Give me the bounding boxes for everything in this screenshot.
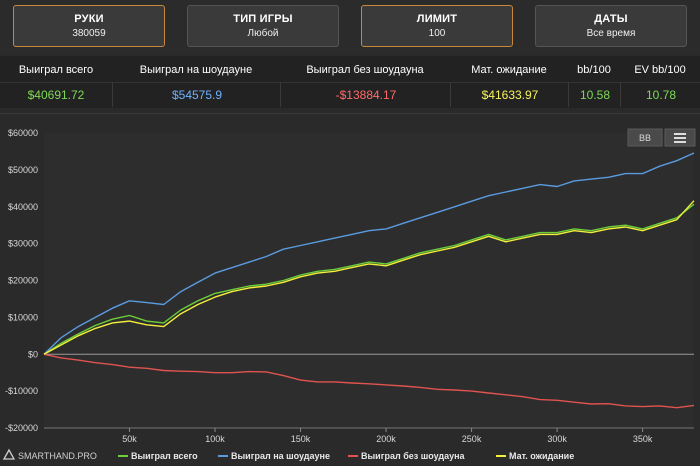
filter-hands-title: РУКИ: [74, 13, 104, 25]
stats-header-won-showdown: Выиграл на шоудауне: [139, 64, 253, 76]
brand-label: SMARTHAND.PRO: [18, 451, 97, 461]
bb-toggle-button[interactable]: BB: [627, 128, 663, 147]
x-tick-label: 150k: [291, 434, 311, 444]
x-axis: 50k 100k 150k 200k 250k 300k 350k: [44, 427, 694, 444]
x-tick-label: 250k: [462, 434, 482, 444]
stats-header-bb100: bb/100: [577, 64, 611, 76]
filter-hands-button[interactable]: РУКИ 380059: [13, 5, 165, 47]
y-tick-label: $60000: [8, 128, 38, 138]
hamburger-menu-icon: [674, 133, 686, 143]
y-tick-label: $0: [28, 349, 38, 359]
x-tick-label: 100k: [205, 434, 225, 444]
filter-limit-title: ЛИМИТ: [416, 13, 458, 25]
series-lines: [43, 152, 695, 409]
legend-item[interactable]: Выиграл без шоудауна: [348, 451, 466, 461]
x-tick-label: 350k: [633, 434, 653, 444]
legend-item[interactable]: Выиграл на шоудауне: [218, 451, 330, 461]
plot-area: [44, 133, 694, 428]
legend-item[interactable]: Мат. ожидание: [496, 451, 574, 461]
section-divider: [0, 113, 700, 114]
filter-hands-value: 380059: [72, 28, 106, 39]
x-tick-label: 300k: [547, 434, 567, 444]
chart-legend: Выиграл всего Выиграл на шоудауне Выиграл …: [118, 451, 574, 461]
series-line: [43, 200, 695, 355]
smarthand-logo-icon: [2, 448, 16, 460]
brand: SMARTHAND.PRO: [2, 448, 97, 461]
bb-toggle-bg: [627, 128, 663, 147]
filter-bar: РУКИ 380059 ТИП ИГРЫ Любой ЛИМИТ 100 ДАТ…: [0, 0, 700, 54]
y-tick-label: $20000: [8, 276, 38, 286]
y-axis: -$20000 -$10000 $0 $10000 $20000 $30000 $40000…: [5, 128, 38, 433]
winnings-chart-svg: -$20000 -$10000 $0 $10000 $20000 $30000 $40000…: [2, 128, 696, 461]
chart-menu-button[interactable]: [664, 128, 696, 147]
stats-value-ev-bb100: 10.78: [620, 83, 700, 107]
bb-toggle-label: BB: [639, 133, 651, 143]
stats-header-won-non-showdown: Выиграл без шоудауна: [306, 64, 424, 76]
series-line: [43, 203, 695, 355]
y-tick-label: $40000: [8, 202, 38, 212]
filter-dates-value: Все время: [586, 28, 636, 39]
stats-value-won-non-showdown: -$13884.17: [280, 83, 451, 107]
y-tick-label: -$10000: [5, 386, 38, 396]
filter-dates-title: ДАТЫ: [594, 13, 628, 25]
stats-value-ev: $41633.97: [450, 83, 569, 107]
stats-table: Выиграл всего Выиграл на шоудауне Выигра…: [0, 56, 700, 108]
filter-game-type-value: Любой: [247, 28, 279, 39]
filter-game-type-button[interactable]: ТИП ИГРЫ Любой: [187, 5, 339, 47]
stats-header-won-total: Выиграл всего: [18, 64, 94, 76]
stats-header-ev: Мат. ожидание: [471, 64, 547, 76]
y-tick-label: $30000: [8, 239, 38, 249]
y-tick-label: $50000: [8, 165, 38, 175]
y-tick-label: -$20000: [5, 423, 38, 433]
legend-label: Выиграл без шоудауна: [361, 451, 466, 461]
y-tick-label: $10000: [8, 312, 38, 322]
filter-game-type-title: ТИП ИГРЫ: [233, 13, 293, 25]
legend-item[interactable]: Выиграл всего: [118, 451, 198, 461]
series-line: [43, 152, 695, 355]
stats-value-bb100: 10.58: [568, 83, 621, 107]
x-tick-label: 50k: [122, 434, 137, 444]
legend-label: Выиграл на шоудауне: [231, 451, 330, 461]
stats-header-row: Выиграл всего Выиграл на шоудауне Выигра…: [0, 58, 700, 82]
legend-label: Выиграл всего: [131, 451, 198, 461]
winnings-chart: -$20000 -$10000 $0 $10000 $20000 $30000 $40000…: [0, 125, 700, 466]
filter-limit-button[interactable]: ЛИМИТ 100: [361, 5, 513, 47]
legend-label: Мат. ожидание: [509, 451, 574, 461]
filter-limit-value: 100: [428, 28, 446, 39]
stats-value-row: $40691.72 $54575.9 -$13884.17 $41633.97 …: [0, 82, 700, 107]
filter-dates-button[interactable]: ДАТЫ Все время: [535, 5, 687, 47]
stats-value-won-total: $40691.72: [27, 88, 85, 102]
series-line: [43, 353, 695, 409]
stats-header-ev-bb100: EV bb/100: [634, 64, 686, 76]
stats-value-won-showdown: $54575.9: [112, 83, 281, 107]
x-tick-label: 200k: [376, 434, 396, 444]
